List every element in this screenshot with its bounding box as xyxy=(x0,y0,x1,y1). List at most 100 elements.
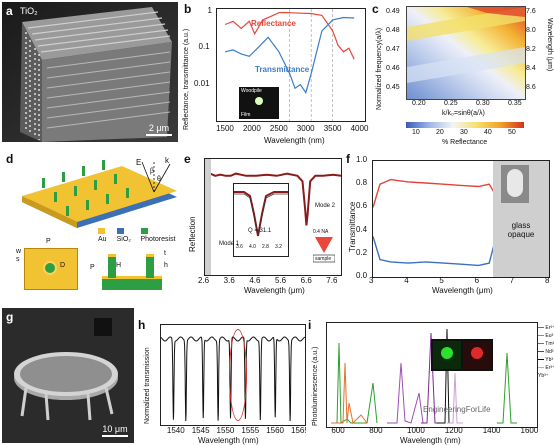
c-colorbar-label: % Reflectance xyxy=(442,139,488,146)
panel-d-label: d xyxy=(6,152,14,166)
panel-i: i Photoluminescence (a.u.) EngineeringFo… xyxy=(308,304,554,445)
d-side-t: t xyxy=(164,250,166,257)
i-x-tick-label: 1000 xyxy=(407,426,425,435)
d-top-view-pillar xyxy=(43,261,57,275)
f-y-tick-label: 0.4 xyxy=(356,224,368,234)
f-x-tick-label: 8 xyxy=(545,276,550,285)
e-reflection-line xyxy=(205,172,341,226)
b-y-tick-label: 1 xyxy=(207,5,212,15)
h-x-tick-label: 1565 xyxy=(291,426,306,435)
i-x-tick-label: 600 xyxy=(331,426,345,435)
i-legend-label: Er³⁺ xyxy=(544,325,554,331)
e-x-tick-label: 6.6 xyxy=(300,276,312,285)
f-y-tick-label: 1.0 xyxy=(356,155,368,164)
panel-h-label: h xyxy=(138,318,146,332)
e-plot-area: Q = 31.1 3.6 4.0 2.8 3.2 Mode 1 Mode 2 0.4 … xyxy=(204,158,342,276)
i-legend-swatch xyxy=(538,327,544,329)
i-x-tick-label: 1200 xyxy=(444,426,463,435)
e-inset-svg xyxy=(234,191,288,237)
i-legend-label: Er³⁺/ Yb³⁺ xyxy=(538,365,554,379)
i-x-tick-label: 800 xyxy=(369,426,383,435)
c-y-tick-right-label: 8.0 xyxy=(526,27,536,34)
h-x-tick-label: 1540 xyxy=(166,426,185,435)
d-legend-sio2-swatch xyxy=(116,228,124,234)
d-legend-photoresist-label: Photoresist xyxy=(140,236,176,243)
b-inset-photo: Woodpile Film xyxy=(239,87,279,119)
c-x-tick-label: 0.30 xyxy=(476,100,490,107)
i-legend-item: Er³⁺ xyxy=(538,324,554,332)
panel-i-label: i xyxy=(308,318,312,332)
e-inset: Q = 31.1 3.6 4.0 2.8 3.2 xyxy=(233,183,289,257)
b-x-tick-label: 1500 xyxy=(216,124,234,133)
d-top-s: s xyxy=(16,256,20,263)
c-y-tick-right-label: 8.2 xyxy=(526,46,536,53)
d-top-w: w xyxy=(16,248,22,255)
e-x-axis-label: Wavelength (μm) xyxy=(244,286,305,295)
e-inset-tick-label: 4.0 xyxy=(249,244,256,250)
e-objective-icon xyxy=(313,237,335,263)
b-y-tick-label: 0.01 xyxy=(194,78,210,88)
i-legend-label: Nd³⁺ xyxy=(545,349,554,355)
e-mode2-label: Mode 2 xyxy=(315,203,336,209)
panel-c-label: c xyxy=(372,2,379,16)
panel-h: h Normalized transmission Wavelength (nm… xyxy=(136,304,306,445)
panel-b: b Reflectance, transmittance (a.u.) Refl… xyxy=(180,0,370,150)
c-y-tick-right-label: 8.6 xyxy=(526,84,536,91)
i-legend-item: Nd³⁺ xyxy=(538,348,554,356)
g-scale-bar: 10 μm xyxy=(102,424,128,437)
scale-bar-line xyxy=(146,134,172,136)
woodpile-sem-image xyxy=(2,2,178,142)
d-legend-photoresist-swatch xyxy=(140,228,148,234)
d-side-h-big: H xyxy=(116,262,122,269)
c-y-tick-label: 0.48 xyxy=(386,27,400,34)
i-y-axis-label: Photoluminescence (a.u.) xyxy=(312,346,319,426)
i-legend-swatch xyxy=(538,359,544,361)
f-x-tick-label: 3 xyxy=(369,276,374,285)
e-inset-tick-label: 2.8 xyxy=(262,244,269,250)
c-heatmap xyxy=(406,6,526,100)
e-x-tick-label: 4.6 xyxy=(249,276,261,285)
panel-g-label: g xyxy=(6,310,14,324)
c-x-tick-label: 0.35 xyxy=(508,100,522,107)
material-label: TiO₂ xyxy=(20,6,38,16)
f-plot-area: glass opaque xyxy=(372,160,550,278)
i-inset-red-spot xyxy=(471,347,483,359)
h-plot-area xyxy=(160,324,306,426)
b-legend-transmittance: Transmittance xyxy=(255,65,310,74)
i-legend-swatch xyxy=(538,367,544,369)
e-na-label: 0.4 NA xyxy=(313,229,329,235)
b-inset-bottom-label: Film xyxy=(241,112,251,118)
e-y-axis-label: Reflection xyxy=(188,216,197,252)
f-y-tick-label: 0.8 xyxy=(356,178,368,188)
b-x-tick-label: 3000 xyxy=(296,124,315,133)
d-legend-au-swatch xyxy=(98,228,105,234)
panel-a-label: a xyxy=(6,4,13,18)
i-legend-swatch xyxy=(538,335,544,337)
f-x-tick-label: 5 xyxy=(439,276,444,285)
b-series-reflectance xyxy=(224,11,355,60)
b-chart-svg xyxy=(224,9,355,121)
i-legend-item: Eu³⁺ xyxy=(538,332,554,340)
c-y-tick-label: 0.47 xyxy=(386,46,400,53)
panel-f-label: f xyxy=(346,152,350,166)
f-inset-photo xyxy=(501,165,529,203)
i-inset-photos xyxy=(431,339,493,371)
c-y-tick-right-label: 7.6 xyxy=(526,8,536,15)
i-inset-green-spot xyxy=(441,347,453,359)
b-y-axis-label: Reflectance, transmittance (a.u.) xyxy=(183,28,190,130)
f-y-tick-label: 0.6 xyxy=(356,201,368,211)
i-watermark: EngineeringForLife xyxy=(423,405,491,414)
f-series-1 xyxy=(373,236,497,267)
d-top-view xyxy=(24,248,78,290)
b-inset-spot xyxy=(255,97,263,105)
b-inset-top-label: Woodpile xyxy=(241,88,262,94)
e-inset-tick-label: 3.6 xyxy=(236,244,243,250)
b-series-transmittance xyxy=(224,16,355,95)
h-x-axis-label: Wavelength (nm) xyxy=(198,436,259,445)
b-x-tick-label: 2000 xyxy=(242,124,261,133)
i-x-tick-label: 1600 xyxy=(520,426,539,435)
c-x-axis-label: k/k₀=sinθ(a/λ) xyxy=(442,110,485,117)
d-legend-sio2: SiO₂ xyxy=(116,228,137,243)
i-x-tick-label: 1400 xyxy=(482,426,501,435)
e-mode1-label: Mode 1 xyxy=(219,241,240,247)
